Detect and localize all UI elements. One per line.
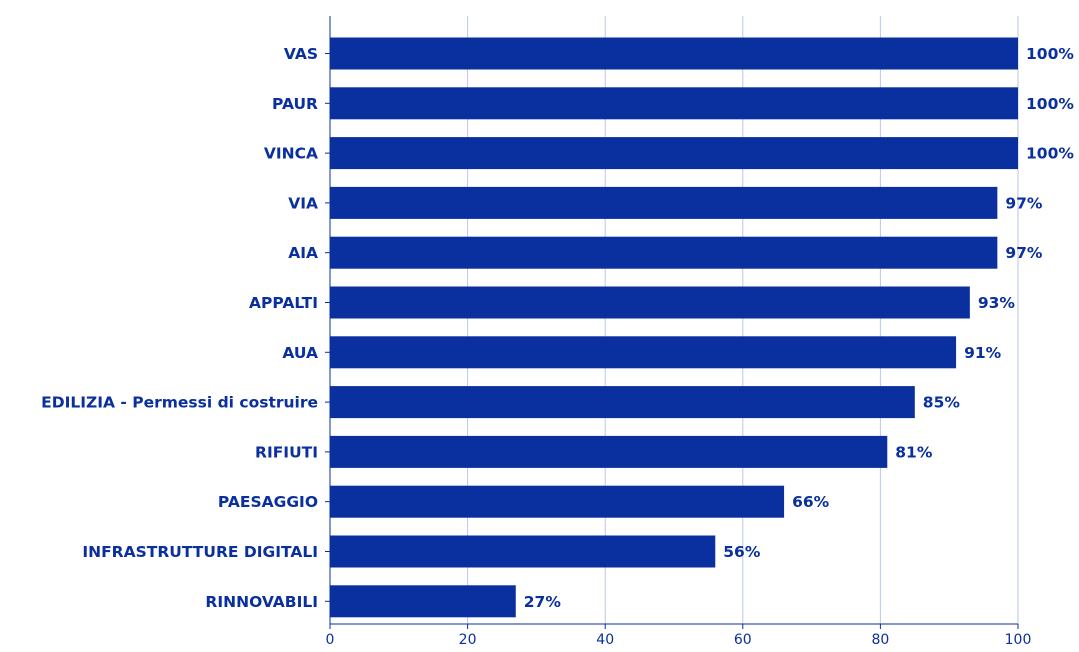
- value-label: 66%: [792, 493, 830, 511]
- value-label: 56%: [723, 543, 761, 561]
- bars: [330, 37, 1018, 618]
- bar: [330, 236, 998, 269]
- bar: [330, 535, 716, 568]
- category-label: RIFIUTI: [255, 443, 318, 461]
- value-label: 93%: [978, 294, 1016, 312]
- value-label: 85%: [923, 394, 961, 412]
- category-label: AUA: [282, 344, 318, 362]
- category-label: VAS: [284, 45, 318, 63]
- bar: [330, 585, 516, 618]
- value-label: 100%: [1026, 145, 1074, 163]
- x-tick-label: 20: [459, 632, 477, 648]
- bar: [330, 87, 1018, 120]
- category-label: VIA: [288, 194, 318, 212]
- x-tick-label: 40: [596, 632, 614, 648]
- value-label: 100%: [1026, 45, 1074, 63]
- value-labels: 100% 100% 100% 97% 97% 93% 91% 85% 81% 66% 56% 27%: [524, 45, 1075, 611]
- bar: [330, 336, 957, 369]
- category-label: PAESAGGIO: [218, 493, 318, 511]
- value-label: 91%: [964, 344, 1002, 362]
- value-label: 97%: [1005, 244, 1043, 262]
- bar: [330, 286, 970, 319]
- category-label: VINCA: [264, 145, 318, 163]
- bar: [330, 37, 1018, 70]
- x-tick-label: 0: [326, 632, 335, 648]
- value-label: 81%: [895, 443, 933, 461]
- bar: [330, 435, 888, 468]
- category-label: INFRASTRUTTURE DIGITALI: [82, 543, 318, 561]
- value-label: 27%: [524, 593, 562, 611]
- bar: [330, 186, 998, 219]
- x-tick-label: 80: [871, 632, 889, 648]
- x-tick-label: 60: [734, 632, 752, 648]
- bar: [330, 386, 915, 419]
- bar: [330, 137, 1018, 170]
- category-label: APPALTI: [249, 294, 318, 312]
- x-tick-label: 100: [1005, 632, 1032, 648]
- value-label: 100%: [1026, 95, 1074, 113]
- category-label: RINNOVABILI: [205, 593, 318, 611]
- category-label: AIA: [288, 244, 318, 262]
- category-label: EDILIZIA - Permessi di costruire: [41, 394, 318, 412]
- axes: 0 20 40 60 80 100: [325, 16, 1031, 648]
- bar: [330, 485, 785, 518]
- category-label: PAUR: [272, 95, 318, 113]
- category-labels: VAS PAUR VINCA VIA AIA APPALTI AUA EDILIZIA - P…: [41, 45, 318, 611]
- value-label: 97%: [1005, 194, 1043, 212]
